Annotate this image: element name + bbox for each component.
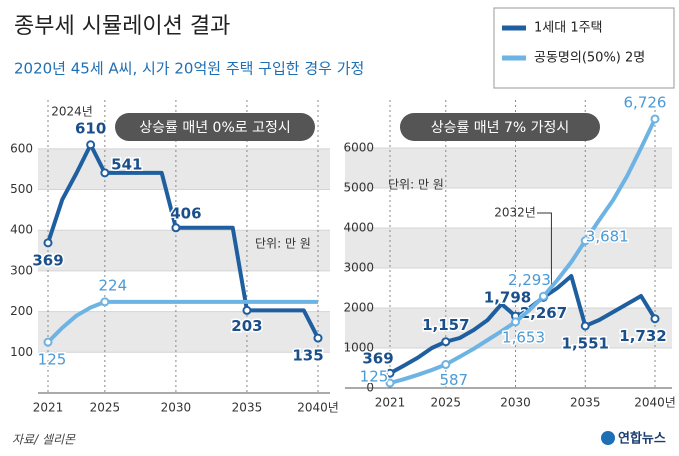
legend-box <box>493 7 675 89</box>
panel-title: 상승률 매년 7% 가정시 <box>431 120 570 136</box>
point-marker <box>385 378 395 388</box>
series-line <box>389 274 657 375</box>
annotation: 2032년 <box>494 206 536 220</box>
x-tick-label: 2021 <box>33 401 64 415</box>
subtitle: 2020년 45세 A씨, 시가 20억원 주택 구입한 경우 가정 <box>14 60 364 78</box>
point-marker <box>650 114 660 124</box>
legend-label: 1세대 1주택 <box>534 21 603 36</box>
logo: 연합뉴스 <box>618 431 666 447</box>
value-label: 203 <box>231 317 262 335</box>
value-label: 610 <box>75 119 106 137</box>
point-marker <box>511 317 521 327</box>
grid-band <box>38 148 330 190</box>
point-marker <box>650 314 660 324</box>
y-tick-label: 600 <box>10 141 33 155</box>
series-line <box>389 118 657 385</box>
source: 자료/ 셀리몬 <box>12 433 76 447</box>
x-tick-label: 2040년 <box>297 401 339 415</box>
y-tick-label: 4000 <box>343 221 374 235</box>
x-tick-label: 2021 <box>375 396 406 410</box>
value-label: 224 <box>99 276 128 294</box>
point-marker <box>100 297 110 307</box>
point-marker <box>86 140 96 150</box>
grid-band <box>345 148 672 188</box>
y-tick-label: 6000 <box>343 141 374 155</box>
value-label: 6,726 <box>624 93 667 111</box>
annotation-leader <box>537 212 552 291</box>
panel-title-bg <box>400 113 600 141</box>
point-marker <box>538 291 548 301</box>
grid-band <box>345 228 672 268</box>
point-marker <box>242 305 252 315</box>
y-tick-label: 400 <box>10 223 33 237</box>
value-label: 1,798 <box>484 289 531 307</box>
value-label: 369 <box>362 350 393 368</box>
panel-title: 상승률 매년 0%로 고정시 <box>139 120 290 136</box>
value-label: 406 <box>170 204 201 222</box>
legend-label: 공동명의(50%) 2명 <box>534 51 645 66</box>
grid-band <box>38 230 330 271</box>
value-label: 125 <box>360 368 389 386</box>
y-tick-label: 1000 <box>343 341 374 355</box>
value-label: 2,293 <box>508 271 551 289</box>
y-tick-label: 5000 <box>343 181 374 195</box>
chart-panel: 100 200 300 400 500 600 2021 2025 2030 2035 2040년 상… <box>10 100 339 415</box>
x-tick-label: 2040년 <box>634 396 676 410</box>
x-tick-label: 2030 <box>161 401 192 415</box>
x-tick-label: 2025 <box>431 396 462 410</box>
point-marker <box>580 321 590 331</box>
grid-band <box>38 311 330 353</box>
value-label: 541 <box>111 155 142 173</box>
y-tick-label: 2000 <box>343 301 374 315</box>
point-marker <box>100 168 110 178</box>
chart-panel: 0100020003000400050006000202120252030203… <box>343 92 676 410</box>
y-tick-label: 200 <box>10 304 33 318</box>
series-line <box>46 299 318 344</box>
y-tick-label: 500 <box>10 182 33 196</box>
point-marker <box>171 223 181 233</box>
logo-icon <box>601 431 615 445</box>
x-tick-label: 2035 <box>232 401 263 415</box>
value-label: 1,551 <box>562 334 609 352</box>
x-tick-label: 2030 <box>500 396 531 410</box>
unit-label: 단위: 만 원 <box>388 178 444 192</box>
point-marker <box>313 333 323 343</box>
value-label: 3,681 <box>586 227 629 245</box>
value-label: 1,157 <box>422 316 469 334</box>
value-label: 587 <box>439 371 468 389</box>
y-tick-label: 3000 <box>343 261 374 275</box>
series-line <box>46 142 320 339</box>
point-marker <box>385 368 395 378</box>
annotation: 2024년 <box>51 105 93 119</box>
point-marker <box>441 360 451 370</box>
point-marker <box>441 337 451 347</box>
title: 종부세 시뮬레이션 결과 <box>14 14 230 39</box>
y-tick-label: 100 <box>10 345 33 359</box>
x-tick-label: 2025 <box>90 401 121 415</box>
x-tick-label: 2035 <box>570 396 601 410</box>
point-marker <box>580 236 590 246</box>
value-label: 369 <box>32 251 63 269</box>
unit-label: 단위: 만 원 <box>255 237 311 251</box>
point-marker <box>43 238 53 248</box>
value-label: 1,732 <box>619 327 666 345</box>
y-tick-label: 300 <box>10 263 33 277</box>
value-label: 1,653 <box>502 328 545 346</box>
panel-title-bg <box>115 113 315 141</box>
value-label: 135 <box>292 347 323 365</box>
point-marker <box>43 337 53 347</box>
value-label: 125 <box>38 351 67 369</box>
